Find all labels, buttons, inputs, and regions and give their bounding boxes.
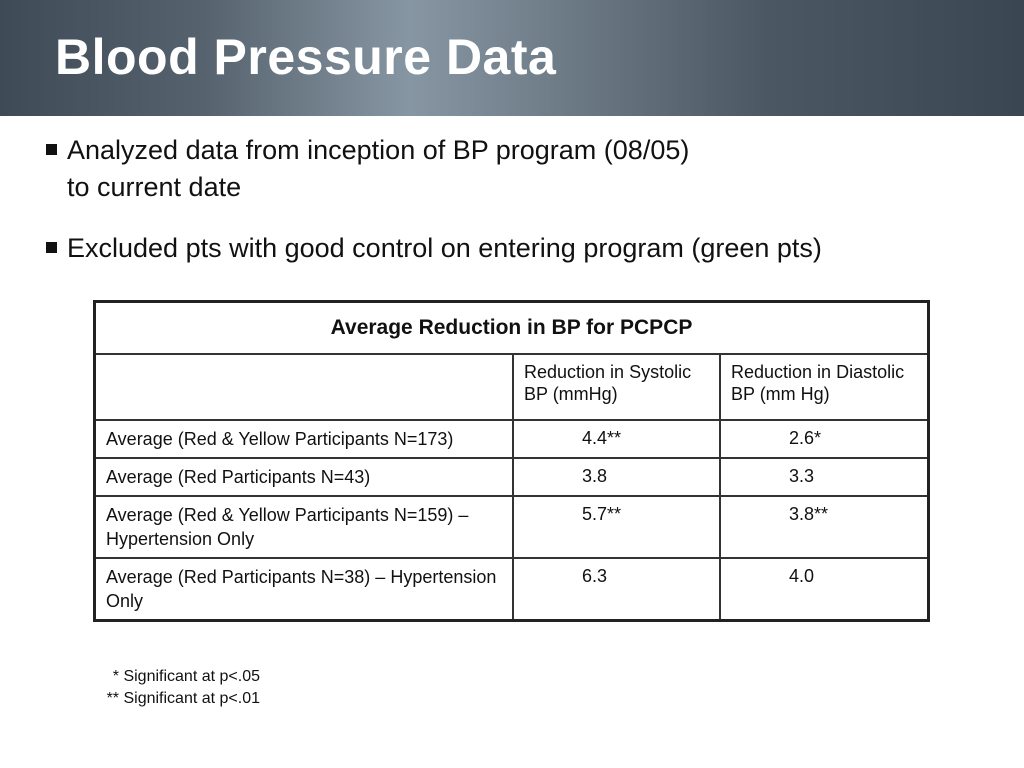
- footnotes: * Significant at p<.05 ** Significant at…: [107, 666, 260, 710]
- bullet: Excluded pts with good control on enteri…: [46, 230, 822, 267]
- value-cell: 3.8**: [719, 495, 930, 559]
- row-label: Average (Red & Yellow Participants N=159…: [93, 495, 514, 559]
- table-title-row: Average Reduction in BP for PCPCP: [93, 300, 930, 355]
- table-body: Average (Red & Yellow Participants N=173…: [93, 419, 930, 622]
- table-title: Average Reduction in BP for PCPCP: [93, 300, 930, 355]
- bullet-icon: [46, 144, 57, 155]
- header-band: Blood Pressure Data: [0, 0, 1024, 116]
- data-table: Average Reduction in BP for PCPCP Reduct…: [93, 300, 930, 622]
- value-cell: 2.6*: [719, 419, 930, 459]
- table-row: Average (Red & Yellow Participants N=159…: [93, 495, 930, 559]
- bullet-line: to current date: [67, 172, 242, 202]
- table-row: Average (Red Participants N=43) 3.8 3.3: [93, 457, 930, 497]
- bullet-text: Excluded pts with good control on enteri…: [67, 230, 822, 267]
- footnote: * Significant at p<.05: [112, 668, 260, 685]
- row-label: Average (Red & Yellow Participants N=173…: [93, 419, 514, 459]
- header-cell: Reduction in Systolic BP (mmHg): [512, 353, 721, 421]
- bullet-icon: [46, 242, 57, 253]
- value-cell: 6.3: [512, 557, 721, 622]
- bullet: Analyzed data from inception of BP progr…: [46, 132, 689, 206]
- footnote: ** Significant at p<.01: [106, 690, 260, 707]
- bullet-text: Analyzed data from inception of BP progr…: [67, 132, 689, 206]
- row-label: Average (Red Participants N=43): [93, 457, 514, 497]
- table-header-row: Reduction in Systolic BP (mmHg) Reductio…: [93, 353, 930, 421]
- value-cell: 5.7**: [512, 495, 721, 559]
- value-cell: 4.4**: [512, 419, 721, 459]
- bullet-line: Analyzed data from inception of BP progr…: [67, 135, 690, 165]
- row-label: Average (Red Participants N=38) – Hypert…: [93, 557, 514, 622]
- bullet-line: Excluded pts with good control on enteri…: [67, 233, 822, 263]
- value-cell: 3.8: [512, 457, 721, 497]
- slide-title: Blood Pressure Data: [55, 29, 557, 85]
- table-row: Average (Red Participants N=38) – Hypert…: [93, 557, 930, 622]
- header-cell: [93, 353, 514, 421]
- header-cell: Reduction in Diastolic BP (mm Hg): [719, 353, 930, 421]
- table-row: Average (Red & Yellow Participants N=173…: [93, 419, 930, 459]
- value-cell: 4.0: [719, 557, 930, 622]
- value-cell: 3.3: [719, 457, 930, 497]
